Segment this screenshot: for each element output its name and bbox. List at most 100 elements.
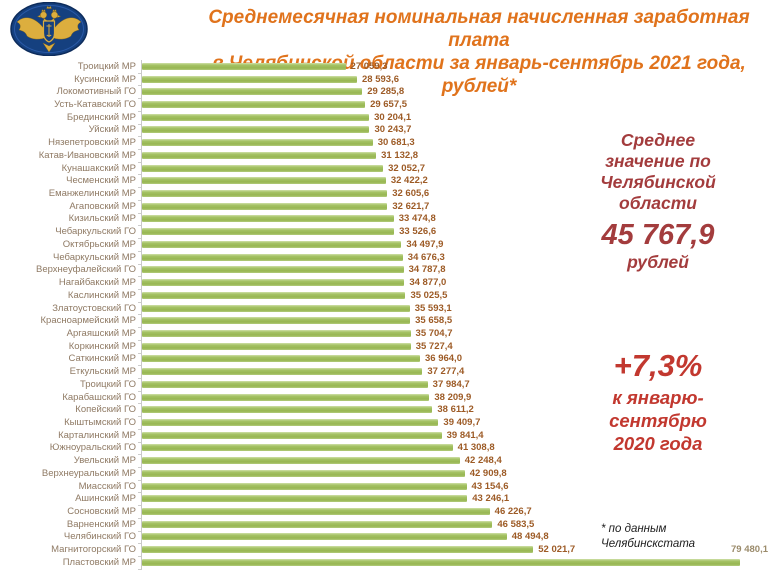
category-label: Карабашский ГО (62, 391, 136, 403)
table-row: Троицкий МР 27 059,3 (0, 60, 770, 74)
category-label: Нагайбакский МР (58, 277, 136, 289)
value-label: 30 681,3 (377, 137, 415, 149)
table-row: Аргаяшский МР 35 704,7 (0, 327, 770, 341)
value-label: 37 984,7 (432, 378, 470, 390)
category-label: Брединский МР (66, 111, 136, 123)
title-line-1: Среднемесячная номинальная начисленная з… (208, 7, 750, 51)
bar-area: 42 909,8 (138, 467, 770, 481)
bar (142, 444, 453, 452)
category-label: Кусинский МР (74, 73, 136, 85)
category-label: Ашинский МР (75, 493, 136, 505)
bar-area: 46 226,7 (138, 505, 770, 519)
bar-area: 52 021,7 (138, 543, 770, 557)
bar (142, 177, 386, 185)
value-label: 32 422,2 (390, 175, 428, 187)
table-row: Варненский МР 46 583,5 (0, 517, 770, 532)
bar-area: 35 658,5 (138, 314, 770, 328)
table-row: Миасский ГО 43 154,6 (0, 479, 770, 494)
bar (142, 520, 493, 528)
bar-area: 41 308,8 (138, 441, 770, 455)
table-row: Красноармейский МР 35 658,5 (0, 314, 770, 328)
value-label: 39 409,7 (443, 416, 481, 428)
title-line-2: в Челябинской области за январь-сентябрь… (212, 53, 746, 97)
bar-area: 48 494,8 (138, 530, 770, 545)
bar-area: 38 209,9 (138, 390, 770, 405)
bar (142, 190, 388, 198)
value-label: 34 497,9 (406, 238, 444, 250)
table-row: Пластовский МР 79 480,1 (0, 544, 770, 570)
table-row: Чебаркульский ГО 33 526,6 (0, 225, 770, 239)
value-label: 46 226,7 (494, 506, 532, 518)
value-label: 38 611,2 (437, 404, 474, 416)
value-label: 43 246,1 (472, 493, 510, 505)
bar (142, 304, 410, 312)
category-label: Каслинский МР (67, 289, 136, 301)
category-label: Саткинский МР (68, 353, 136, 365)
bar (142, 431, 442, 439)
bar-area: 39 841,4 (138, 428, 770, 443)
table-row: Златоустовский ГО 35 593,1 (0, 301, 770, 316)
value-label: 33 526,6 (399, 226, 437, 238)
bar (142, 558, 740, 566)
value-label: 32 052,7 (388, 162, 426, 174)
value-label: 42 248,4 (464, 455, 502, 467)
value-label: 52 021,7 (538, 544, 576, 556)
table-row: Сосновский МР 46 226,7 (0, 505, 770, 519)
bar-area: 42 248,4 (138, 454, 770, 468)
bar-area: 33 526,6 (138, 225, 770, 239)
bar (142, 546, 534, 554)
bar (142, 215, 394, 223)
value-label: 48 494,8 (511, 531, 549, 543)
value-label: 32 605,6 (392, 188, 430, 200)
category-label: Чебаркульский ГО (55, 226, 136, 238)
growth-annotation: +7,3% к январю- сентябрю 2020 года (556, 349, 760, 455)
bar (142, 355, 420, 363)
footnote-line-1: * по данным (601, 523, 667, 535)
category-label: Копейский ГО (75, 404, 136, 416)
bar-area: 35 593,1 (138, 301, 770, 316)
table-row: Нагайбакский МР 34 877,0 (0, 276, 770, 290)
bar (142, 380, 428, 388)
value-label: 79 480,1 (731, 544, 768, 556)
value-label: 33 474,8 (398, 213, 436, 225)
bar-area: 32 052,7 (138, 161, 770, 176)
category-label: Сосновский МР (67, 506, 136, 518)
bar-area: 35 704,7 (138, 327, 770, 341)
bar-area: 32 621,7 (138, 199, 770, 214)
average-line: Челябинской (600, 172, 716, 192)
bar-area: 37 984,7 (138, 377, 770, 392)
bar (142, 202, 388, 210)
average-line: Среднее (620, 130, 696, 150)
bar (142, 88, 363, 96)
value-label: 42 909,8 (469, 467, 507, 479)
bar (142, 253, 403, 261)
bar-area: 33 474,8 (138, 212, 770, 227)
growth-line: к январю- (612, 387, 704, 408)
value-label: 35 727,4 (415, 340, 453, 352)
bar-area: 34 676,3 (138, 250, 770, 265)
category-label: Усть-Катавский ГО (54, 99, 136, 111)
table-row: Магнитогорский ГО 52 021,7 (0, 543, 770, 557)
bar-area: 28 593,6 (138, 72, 770, 87)
value-label: 35 025,5 (410, 289, 448, 301)
value-label: 31 132,8 (381, 149, 419, 161)
value-label: 37 277,4 (427, 366, 465, 378)
bar (142, 533, 507, 541)
growth-value: +7,3% (613, 348, 703, 383)
category-label: Магнитогорский ГО (51, 544, 136, 556)
category-label: Увельский МР (73, 455, 136, 467)
category-label: Челябинский ГО (63, 531, 136, 543)
bar (142, 164, 384, 172)
table-row: Чесменский МР 32 422,2 (0, 174, 770, 188)
value-label: 34 676,3 (407, 251, 445, 263)
bar-area: 43 154,6 (138, 479, 770, 494)
table-row: Южноуральский ГО 41 308,8 (0, 441, 770, 455)
footnote-line-2: Челябинскстата (601, 538, 696, 550)
bar-area: 29 285,8 (138, 85, 770, 99)
category-label: Агаповский МР (69, 200, 136, 212)
bar-area: 27 059,3 (138, 60, 770, 74)
bar (142, 469, 465, 477)
footnote: * по данным Челябинскстата (601, 522, 695, 552)
bar-area: 30 204,1 (138, 110, 770, 125)
value-label: 39 841,4 (446, 429, 484, 441)
